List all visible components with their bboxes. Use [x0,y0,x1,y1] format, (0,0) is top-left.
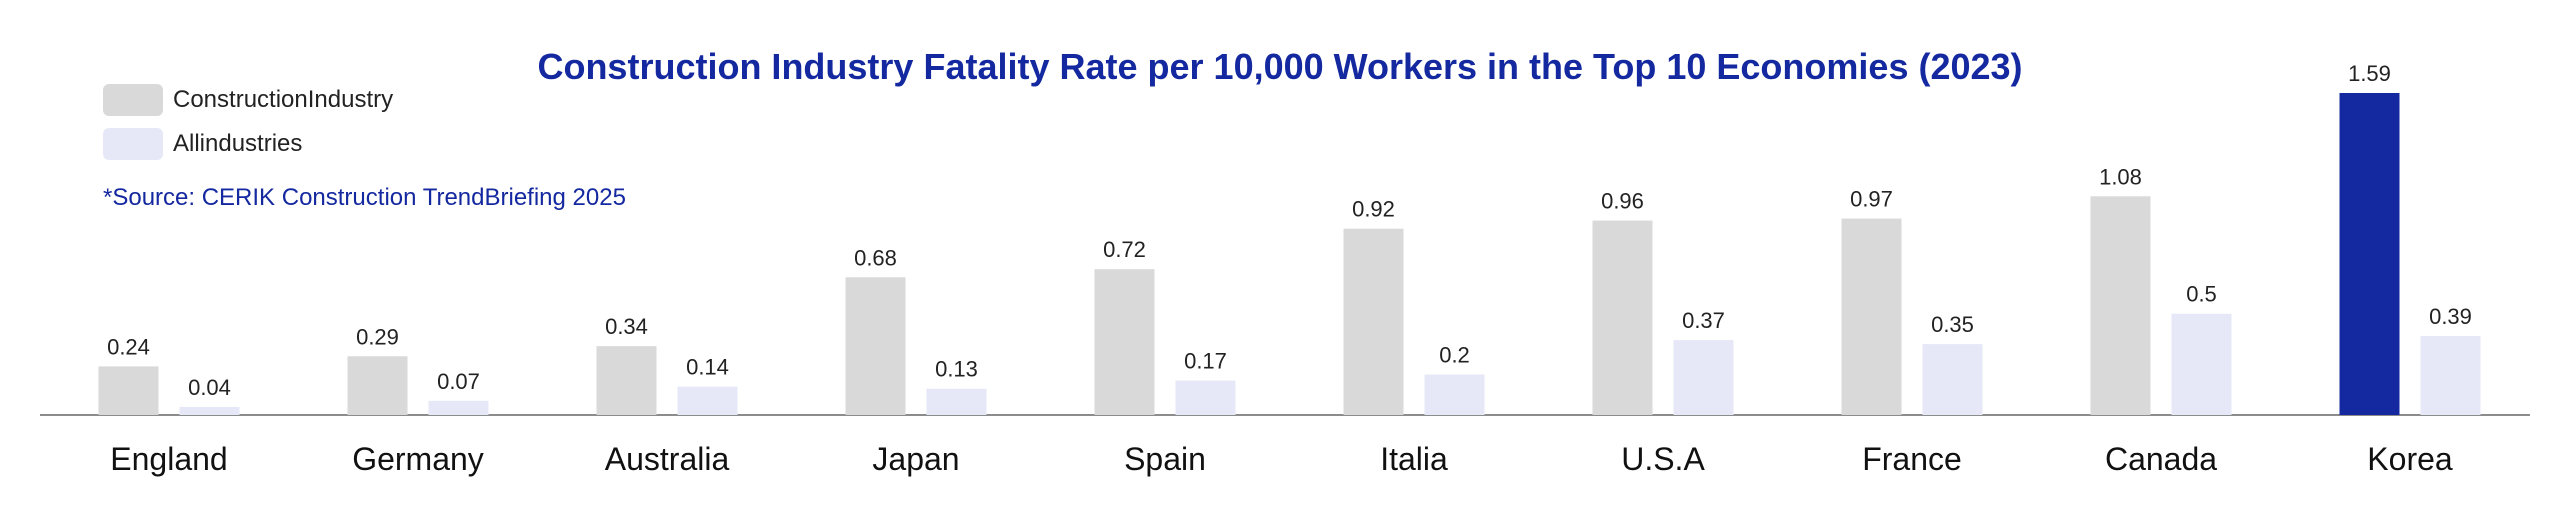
data-label: 0.13 [935,357,978,382]
bar-all-industries [926,388,987,415]
bar-construction [596,346,657,415]
x-tick-label: U.S.A [1621,441,1705,477]
bar-all-industries [179,406,240,415]
legend-label-all-industries: Allindustries [173,130,303,157]
data-label: 0.72 [1103,237,1146,262]
bar-construction [1592,220,1653,415]
data-label: 0.35 [1931,312,1974,337]
bar-construction [1343,228,1404,415]
bar-all-industries [1175,380,1236,415]
x-tick-label: Germany [352,441,484,477]
x-tick-label: Korea [2367,441,2453,477]
data-label: 0.5 [2186,282,2217,307]
data-label: 1.59 [2348,61,2391,86]
data-label: 0.37 [1682,308,1725,333]
x-tick-label: Australia [605,441,730,477]
bar-all-industries [1673,340,1734,415]
bar-construction [2090,196,2151,415]
bar-construction [347,356,408,415]
data-label: 1.08 [2099,164,2142,189]
legend-swatch-all-industries [103,128,163,160]
legend-label-construction: ConstructionIndustry [173,86,394,113]
x-tick-label: Canada [2105,441,2217,477]
data-label: 0.97 [1850,187,1893,212]
data-label: 0.07 [437,369,480,394]
data-label: 0.24 [107,334,150,359]
bar-construction [2339,93,2400,415]
data-label: 0.2 [1439,342,1470,367]
bar-construction [1841,218,1902,415]
source-note: *Source: CERIK Construction TrendBriefin… [103,184,626,211]
bar-all-industries [428,400,489,415]
legend-item-construction: ConstructionIndustry [103,78,393,122]
data-label: 0.96 [1601,189,1644,214]
data-label: 0.68 [854,245,897,270]
data-label: 0.92 [1352,197,1395,222]
bar-all-industries [1424,374,1485,415]
x-tick-label: Italia [1380,441,1448,477]
data-label: 0.04 [188,375,231,400]
data-label: 0.14 [686,355,729,380]
x-tick-label: England [110,441,227,477]
bar-construction [98,366,159,415]
legend-swatch-construction [103,84,163,116]
x-tick-label: Spain [1124,441,1206,477]
data-label: 0.34 [605,314,648,339]
bar-all-industries [2420,336,2481,415]
bar-construction [1094,269,1155,415]
data-label: 0.39 [2429,304,2472,329]
bar-construction [845,277,906,415]
data-label: 0.29 [356,324,399,349]
x-tick-label: Japan [872,441,959,477]
bar-all-industries [677,386,738,415]
x-tick-label: France [1862,441,1962,477]
legend-item-all-industries: Allindustries [103,122,393,166]
chart-title: Construction Industry Fatality Rate per … [537,46,2023,87]
bar-all-industries [2171,313,2232,415]
data-label: 0.17 [1184,349,1227,374]
legend: ConstructionIndustry Allindustries [103,78,393,166]
bar-all-industries [1922,344,1983,415]
